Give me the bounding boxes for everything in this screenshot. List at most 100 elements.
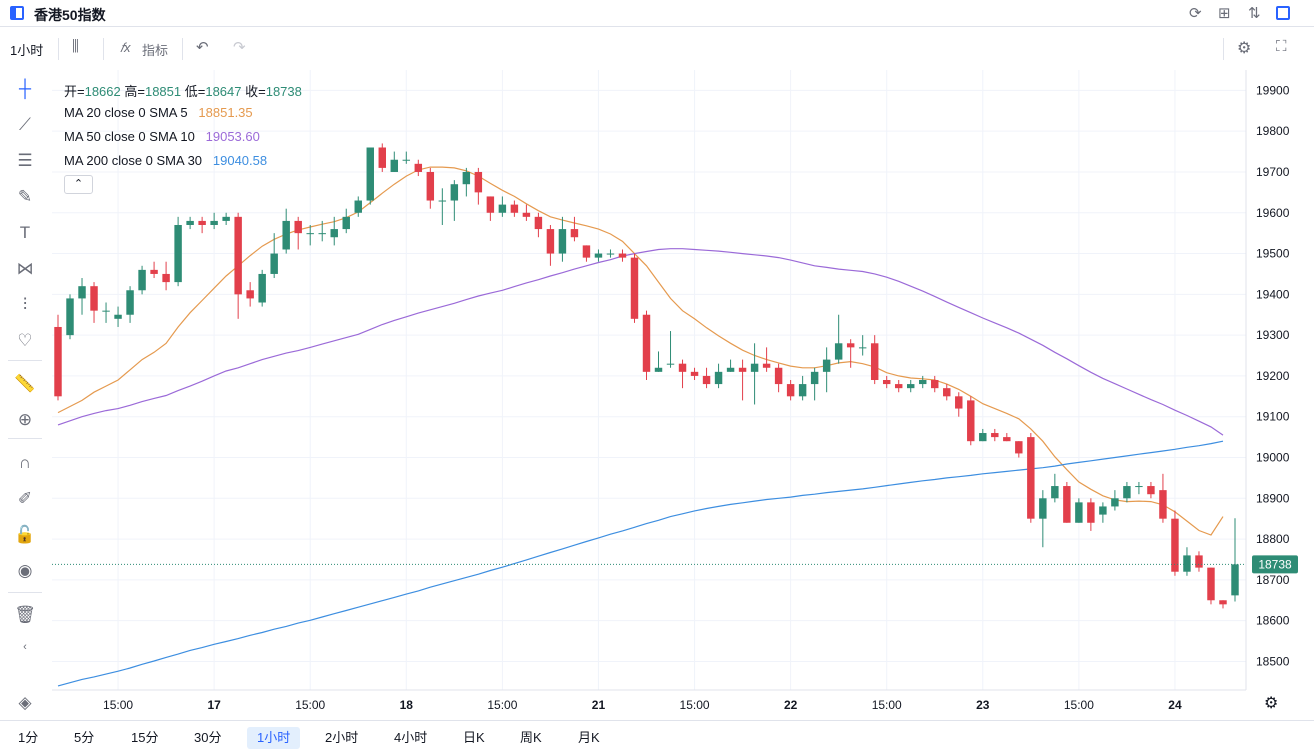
candle bbox=[702, 367, 711, 389]
collapse-sidebar-icon[interactable]: ‹ bbox=[23, 641, 27, 653]
candle-body bbox=[1111, 498, 1119, 507]
candle-body bbox=[1087, 502, 1095, 523]
candle-body bbox=[546, 229, 555, 254]
last-price-label: 18738 bbox=[1258, 557, 1292, 571]
timeframe-30m[interactable]: 30分 bbox=[194, 730, 222, 745]
candle bbox=[210, 212, 218, 230]
heart-icon[interactable]: ♡ bbox=[17, 331, 33, 350]
candle bbox=[318, 220, 326, 242]
panel-icon[interactable] bbox=[1276, 6, 1290, 20]
candle bbox=[570, 216, 579, 242]
ma20-legend[interactable]: MA 20 close 0 SMA 5 18851.35 bbox=[64, 105, 253, 120]
candle-body bbox=[1063, 486, 1071, 523]
grid-icon[interactable]: ⊞ bbox=[1218, 5, 1231, 22]
candle-body bbox=[210, 220, 218, 225]
price-chart[interactable]: 18738 19900 19800 19700 19600 19500 19400 1930… bbox=[0, 0, 1314, 720]
trend-line-icon[interactable]: ⟋ bbox=[19, 115, 31, 134]
sort-icon[interactable]: ⇅ bbox=[1248, 5, 1261, 22]
lock-drawing-icon[interactable]: ✐ bbox=[17, 489, 33, 508]
text-icon[interactable]: T bbox=[19, 223, 31, 242]
refresh-icon[interactable]: ⟳ bbox=[1189, 5, 1202, 22]
timeframe-2h[interactable]: 2小时 bbox=[325, 730, 359, 745]
candle-body bbox=[762, 363, 771, 368]
timeframe-month[interactable]: 月K bbox=[578, 730, 600, 745]
candle bbox=[390, 151, 399, 172]
horizontal-lines-icon[interactable]: ☰ bbox=[17, 151, 33, 170]
close-label: 收= bbox=[245, 84, 266, 99]
pattern-icon[interactable]: ⋈ bbox=[16, 259, 34, 278]
candle-body bbox=[126, 290, 134, 315]
candle bbox=[486, 196, 495, 221]
undo-icon[interactable]: ↶ bbox=[196, 39, 209, 56]
x-tick-label: 23 bbox=[976, 698, 990, 712]
y-tick-label: 18600 bbox=[1256, 614, 1290, 628]
time-axis: 15:00 17 15:00 18 15:00 21 15:00 22 15:00 23 15:00… bbox=[52, 689, 1246, 712]
timeframe-bar: 1分 5分 15分 30分 1小时 2小时 4小时 日K 周K 月K bbox=[0, 720, 1314, 753]
candle-body bbox=[1159, 490, 1167, 519]
title-bar: 香港50指数 ⟳ ⊞ ⇅ bbox=[0, 0, 1314, 27]
candle bbox=[810, 367, 819, 401]
candle bbox=[1111, 490, 1119, 511]
candle-type-icon[interactable]: ⫼ bbox=[72, 38, 79, 55]
timeframe-day[interactable]: 日K bbox=[463, 730, 485, 745]
interval-selector[interactable]: 1小时 bbox=[10, 43, 44, 58]
low-label: 低= bbox=[184, 84, 206, 99]
brush-icon[interactable]: ✎ bbox=[17, 187, 33, 206]
candle-body bbox=[810, 371, 819, 385]
candle bbox=[366, 147, 374, 205]
ma20-value: 18851.35 bbox=[198, 105, 253, 120]
candle bbox=[955, 392, 963, 417]
function-icon[interactable]: 𝑓x bbox=[120, 40, 131, 55]
timeframe-1m[interactable]: 1分 bbox=[18, 730, 39, 745]
layers-icon[interactable]: ◈ bbox=[18, 693, 32, 712]
ma-line bbox=[57, 248, 1224, 436]
zoom-in-icon[interactable]: ⊕ bbox=[17, 410, 33, 429]
y-tick-label: 19600 bbox=[1256, 206, 1290, 220]
timeframe-4h[interactable]: 4小时 bbox=[394, 730, 428, 745]
candle-body bbox=[1015, 441, 1023, 454]
y-tick-label: 18500 bbox=[1256, 654, 1290, 668]
candle-body bbox=[931, 380, 939, 389]
ma200-legend[interactable]: MA 200 close 0 SMA 30 19040.58 bbox=[64, 153, 267, 168]
redo-icon[interactable]: ↷ bbox=[233, 39, 246, 56]
ruler-icon[interactable]: 📏 bbox=[14, 374, 36, 393]
measure-lines-icon[interactable]: ⫶ bbox=[22, 295, 28, 314]
ma200-label: MA 200 close 0 SMA 30 bbox=[64, 153, 203, 168]
settings-icon[interactable]: ⚙ bbox=[1237, 40, 1252, 57]
candle bbox=[462, 167, 471, 197]
candle-body bbox=[822, 359, 831, 372]
candle-body bbox=[138, 269, 146, 291]
candle-body bbox=[606, 253, 615, 255]
candle-body bbox=[870, 343, 879, 380]
candle-body bbox=[967, 400, 975, 442]
candle bbox=[1219, 600, 1227, 609]
axis-settings-icon[interactable]: ⚙ bbox=[1264, 695, 1279, 712]
candle bbox=[1147, 481, 1155, 499]
unlock-icon[interactable]: 🔓 bbox=[14, 525, 36, 544]
candle bbox=[967, 396, 975, 446]
candle bbox=[1015, 441, 1023, 458]
candle bbox=[270, 233, 278, 279]
trash-icon[interactable]: 🗑 bbox=[14, 605, 36, 624]
crosshair-icon[interactable]: ┼ bbox=[18, 79, 32, 98]
timeframe-5m[interactable]: 5分 bbox=[74, 730, 95, 745]
eye-icon[interactable]: ◉ bbox=[17, 561, 33, 580]
candle bbox=[546, 225, 555, 266]
candle-body bbox=[198, 220, 206, 225]
candle-body bbox=[558, 229, 567, 254]
magnet-icon[interactable]: ∩ bbox=[18, 453, 32, 472]
candle-body bbox=[1123, 486, 1131, 499]
candle bbox=[474, 167, 483, 205]
timeframe-1h[interactable]: 1小时 bbox=[247, 727, 301, 749]
candle bbox=[498, 196, 507, 217]
candle-body bbox=[726, 367, 735, 372]
candle bbox=[822, 347, 831, 393]
candle-body bbox=[102, 310, 110, 312]
toolbar-divider bbox=[8, 592, 42, 593]
ma50-legend[interactable]: MA 50 close 0 SMA 10 19053.60 bbox=[64, 129, 260, 144]
legend-collapse-button[interactable]: ⌃ bbox=[64, 175, 93, 194]
timeframe-15m[interactable]: 15分 bbox=[131, 730, 159, 745]
fullscreen-icon[interactable]: ⛶ bbox=[1276, 38, 1287, 55]
indicators-button[interactable]: 指标 bbox=[142, 43, 169, 58]
timeframe-week[interactable]: 周K bbox=[520, 730, 542, 745]
